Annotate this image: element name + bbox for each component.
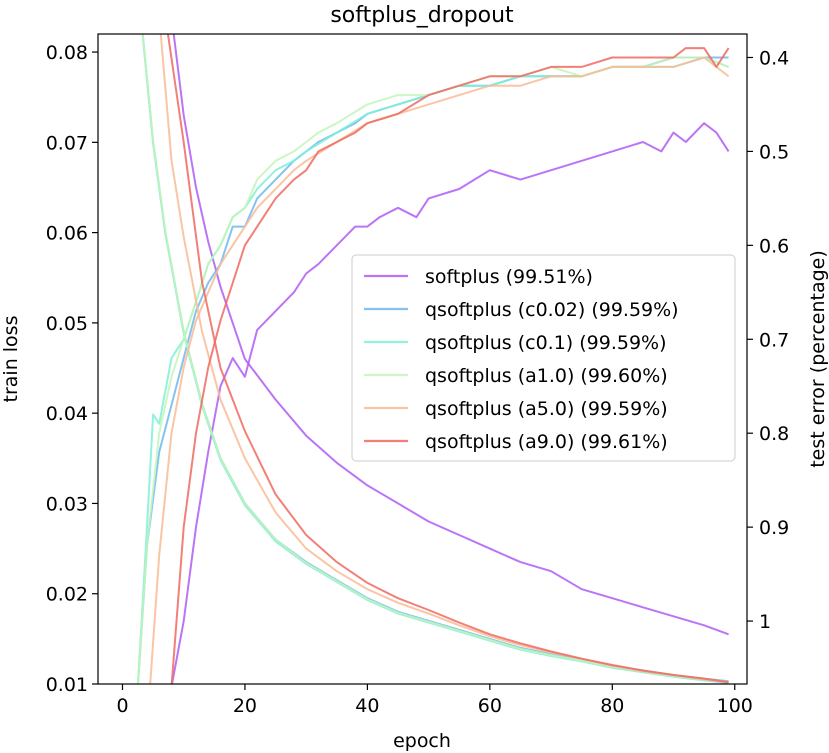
legend: softplus (99.51%) qsoftplus (c0.02) (99.5… [351,254,736,462]
y-right-tick-label: 0.6 [759,235,789,257]
y-axis-right-label: test error (percentage) [807,250,829,468]
x-tick-label: 20 [233,695,257,717]
y-left-tick-label: 0.07 [46,132,88,154]
legend-label: qsoftplus (c0.1) (99.59%) [425,332,667,354]
x-tick-label: 0 [116,695,128,717]
y-left-tick-label: 0.08 [46,42,88,64]
y-right-tick-label: 0.7 [759,329,789,351]
x-axis-label: epoch [393,730,451,752]
x-tick-label: 100 [717,695,753,717]
y-axis-left-label: train loss [0,316,22,403]
x-tick-label: 80 [600,695,624,717]
x-tick-label: 40 [355,695,379,717]
y-left-tick-label: 0.03 [46,493,88,515]
y-left-tick-label: 0.06 [46,223,88,245]
y-right-tick-label: 0.9 [759,517,789,539]
legend-label: qsoftplus (a5.0) (99.59%) [425,398,668,420]
legend-label: qsoftplus (a9.0) (99.61%) [425,431,668,453]
y-axis-left: 0.01 0.02 0.03 0.04 0.05 0.06 0.07 0.08 [46,42,98,696]
legend-label: qsoftplus (a1.0) (99.60%) [425,365,668,387]
y-left-tick-label: 0.05 [46,313,88,335]
y-axis-right: 0.4 0.5 0.6 0.7 0.8 0.9 1 [747,47,789,633]
legend-label: softplus (99.51%) [425,266,593,288]
y-right-tick-label: 0.5 [759,141,789,163]
x-tick-label: 60 [478,695,502,717]
y-right-tick-label: 1 [759,611,771,633]
chart-title: softplus_dropout [330,3,514,28]
series-layer [136,34,730,684]
y-left-tick-label: 0.04 [46,403,88,425]
y-right-tick-label: 0.8 [759,423,789,445]
x-axis: 0 20 40 60 80 100 [116,684,753,717]
y-left-tick-label: 0.02 [46,584,88,606]
series-0-test-error-line [171,122,730,684]
y-right-tick-label: 0.4 [759,47,789,69]
y-left-tick-label: 0.01 [46,674,88,696]
series-5-test-error-line [170,47,730,684]
legend-box [351,254,736,462]
legend-label: qsoftplus (c0.02) (99.59%) [425,299,679,321]
series-5-train-loss-line [166,34,729,684]
plot-frame [97,33,748,685]
